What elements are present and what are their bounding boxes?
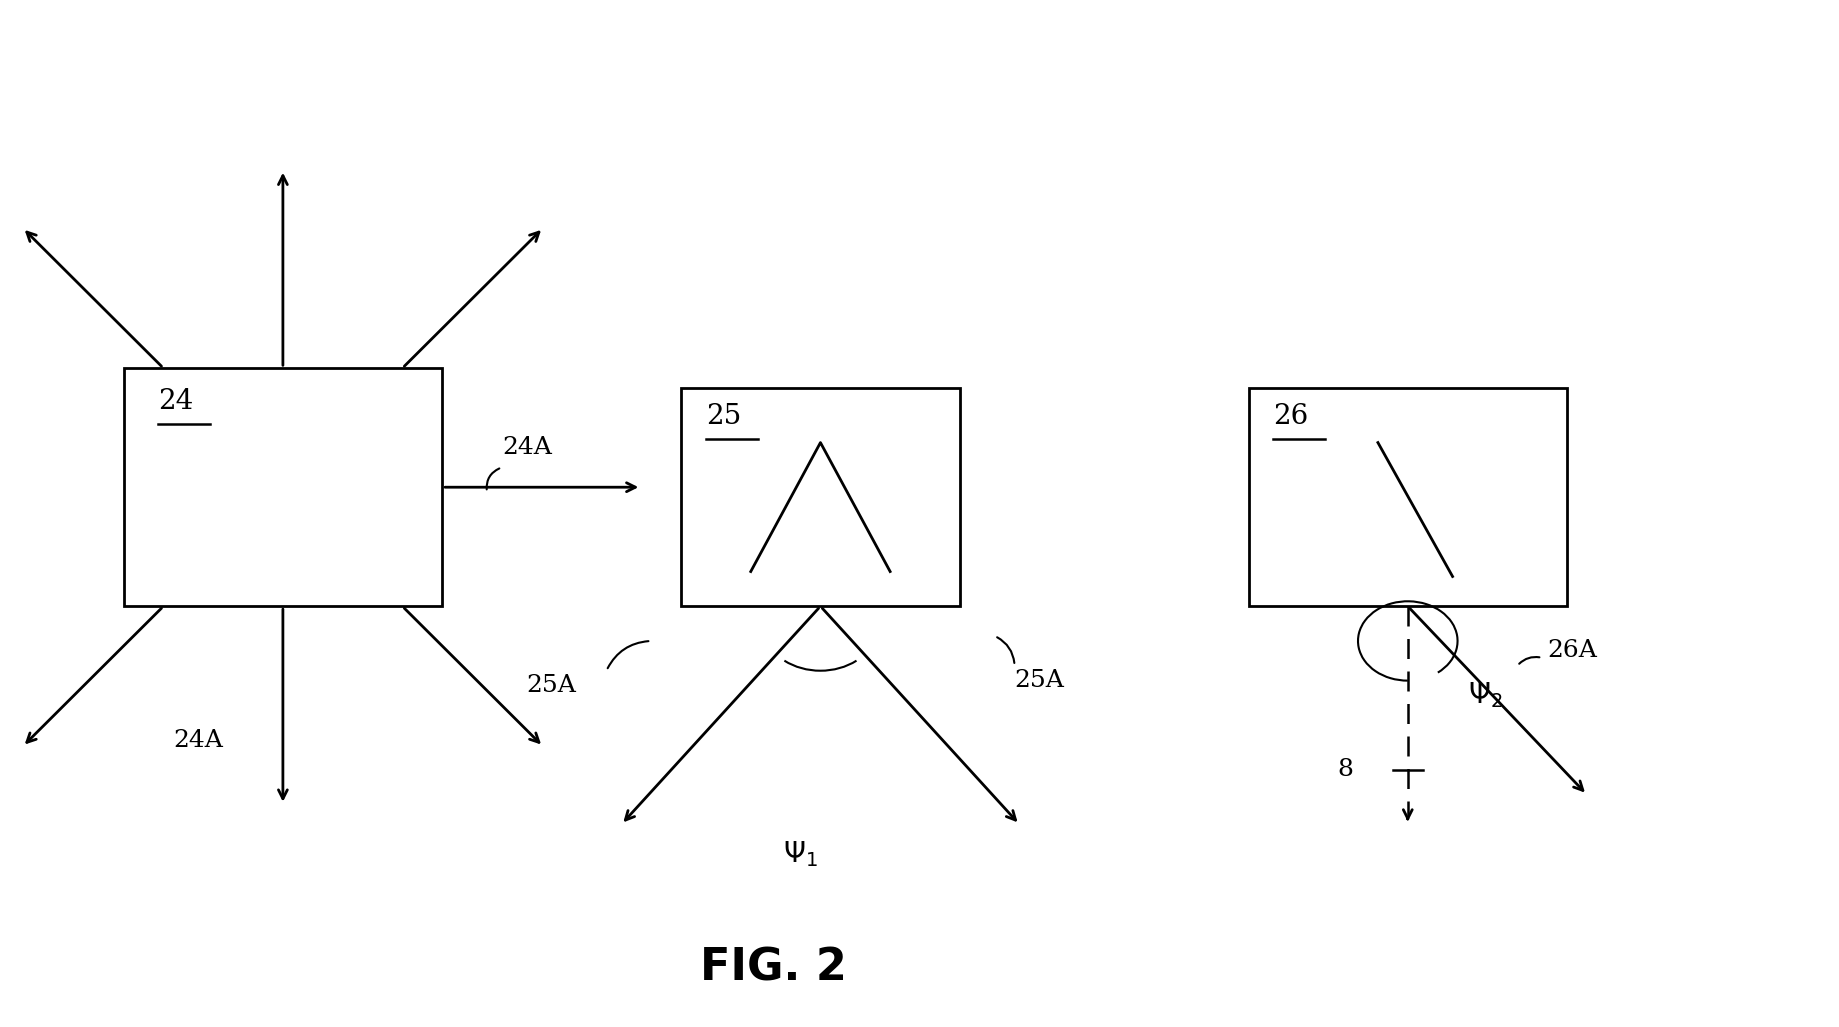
Text: FIG. 2: FIG. 2 — [699, 947, 846, 990]
Bar — [1249, 388, 1567, 606]
Text: 25A: 25A — [526, 674, 577, 697]
Text: 24A: 24A — [173, 728, 223, 752]
Text: 26: 26 — [1273, 403, 1309, 430]
Text: 25: 25 — [706, 403, 741, 430]
Text: 24A: 24A — [502, 436, 552, 459]
Text: $\Psi_1$: $\Psi_1$ — [783, 839, 818, 869]
Text: 25A: 25A — [1015, 670, 1065, 692]
Bar — [680, 388, 960, 606]
Bar — [123, 369, 441, 606]
Text: 24: 24 — [158, 388, 193, 415]
Text: 8: 8 — [1337, 758, 1354, 782]
Text: $\Psi_2$: $\Psi_2$ — [1468, 681, 1502, 711]
Text: 26A: 26A — [1547, 640, 1596, 662]
